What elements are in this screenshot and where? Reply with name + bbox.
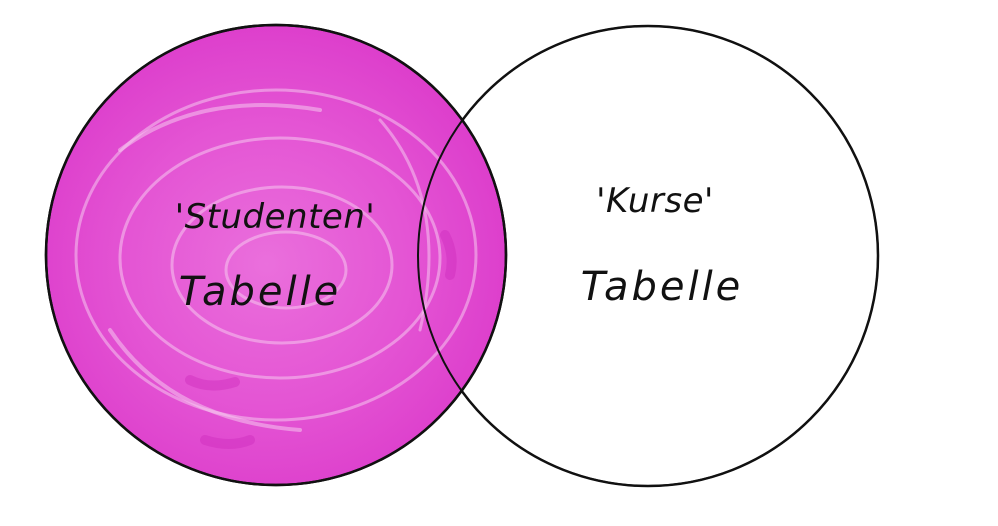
studenten-circle-outline bbox=[44, 23, 508, 487]
studenten-table-label: Tabelle bbox=[179, 269, 342, 315]
kurse-table-label: Tabelle bbox=[581, 264, 744, 310]
crayon-texture bbox=[74, 88, 478, 432]
kurse-circle-outline bbox=[417, 25, 879, 487]
crayon-dark-strokes bbox=[185, 230, 457, 449]
studenten-label: 'Studenten' bbox=[175, 197, 376, 237]
studenten-circle bbox=[44, 23, 508, 487]
kurse-label: 'Kurse' bbox=[596, 181, 714, 221]
